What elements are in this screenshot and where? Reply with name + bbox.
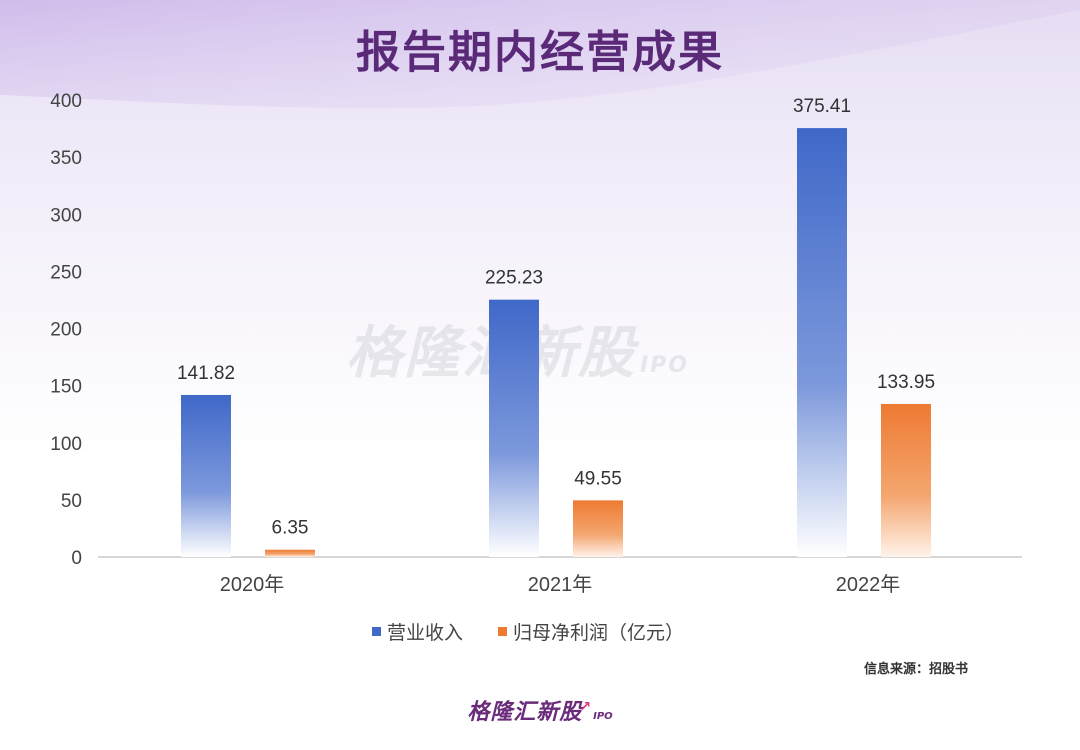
source-note: 信息来源：招股书 — [863, 662, 968, 677]
data-label: 375.41 — [793, 96, 851, 117]
brand-arrow-icon: ↗ — [579, 699, 592, 715]
y-tick-label: 100 — [50, 434, 82, 455]
x-tick-label: 2020年 — [220, 573, 285, 596]
data-label: 6.35 — [272, 518, 309, 539]
bar — [265, 549, 315, 557]
chart-title: 报告期内经营成果 — [356, 27, 724, 78]
data-label: 141.82 — [177, 363, 235, 384]
y-tick-label: 150 — [50, 377, 82, 398]
x-tick-label: 2022年 — [836, 573, 901, 596]
y-tick-label: 0 — [71, 548, 82, 569]
legend-label: 归母净利润（亿元） — [513, 622, 684, 644]
legend-revenue-marker — [372, 627, 381, 636]
data-label: 133.95 — [877, 372, 935, 393]
footer-suffix: IPO — [593, 711, 613, 722]
watermark-suffix: IPO — [640, 353, 690, 378]
header-decoration — [0, 0, 1080, 109]
footer-logo: 格隆汇新股↗IPO — [0, 694, 1080, 726]
bar — [881, 403, 931, 557]
data-label: 49.55 — [574, 468, 622, 489]
y-tick-label: 250 — [50, 262, 82, 283]
bar — [489, 299, 539, 557]
bar — [181, 394, 231, 557]
bar — [573, 500, 623, 557]
bar — [797, 128, 847, 558]
data-label: 225.23 — [485, 268, 543, 289]
y-tick-label: 50 — [61, 491, 82, 512]
y-tick-label: 300 — [50, 205, 82, 226]
legend-label: 营业收入 — [387, 622, 463, 644]
bar-chart: 0 50 100 150 200 250 300 350 400 2020年 141.82 6.35 2… — [50, 91, 1022, 644]
y-tick-label: 350 — [50, 148, 82, 169]
y-tick-label: 200 — [50, 320, 82, 341]
footer-brand: 格隆汇新股 — [467, 700, 583, 725]
x-tick-label: 2021年 — [528, 573, 593, 596]
y-tick-label: 400 — [50, 91, 82, 112]
legend-profit-marker — [498, 627, 507, 636]
